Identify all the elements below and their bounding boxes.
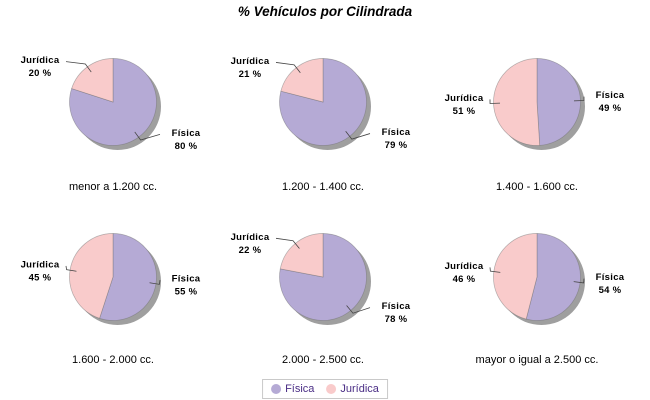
pie-caption-4: 1.600 - 2.000 cc. xyxy=(72,354,154,366)
slice-juridica-label: Jurídica 21 % xyxy=(231,56,270,80)
slice-fisica-label: Física 79 % xyxy=(382,127,411,151)
pie-cell-4: Física 55 % Jurídica 45 % xyxy=(5,215,221,355)
slice-juridica-label: Jurídica 20 % xyxy=(21,55,60,79)
label-leader-line xyxy=(489,99,501,104)
label-leader-line xyxy=(345,130,371,140)
slice-fisica-label: Física 78 % xyxy=(382,301,411,325)
label-leader-line xyxy=(65,265,77,272)
pie-cell-2: Física 79 % Jurídica 21 % xyxy=(215,40,431,180)
pie-chart-1: Física 80 % Jurídica 20 % xyxy=(21,55,201,152)
slice-juridica-label: Jurídica 46 % xyxy=(445,261,484,285)
pie-chart-3: Física 49 % Jurídica 51 % xyxy=(445,58,625,150)
label-leader-line xyxy=(275,62,301,74)
slice-juridica-label: Jurídica 45 % xyxy=(21,259,60,283)
pie-cell-5: Física 78 % Jurídica 22 % xyxy=(215,215,431,355)
pie-caption-6: mayor o igual a 2.500 cc. xyxy=(475,354,599,366)
label-leader-line xyxy=(275,237,300,249)
chart-title: % Vehículos por Cilindrada xyxy=(237,4,413,19)
slice-juridica xyxy=(493,58,541,146)
slice-juridica-label: Jurídica 22 % xyxy=(231,232,270,256)
label-leader-line xyxy=(573,96,585,102)
label-leader-line xyxy=(149,279,161,285)
pie-cell-1: Física 80 % Jurídica 20 % xyxy=(5,40,221,180)
pie-cell-3: Física 49 % Jurídica 51 % xyxy=(429,40,645,180)
slice-fisica-label: Física 54 % xyxy=(596,272,625,296)
slice-fisica-label: Física 80 % xyxy=(172,128,201,152)
slice-juridica-label: Jurídica 51 % xyxy=(445,93,484,117)
pie-chart-2: Física 79 % Jurídica 21 % xyxy=(231,56,411,151)
pie-chart-5: Física 78 % Jurídica 22 % xyxy=(231,232,411,325)
legend-label-fisica: Física xyxy=(285,383,315,395)
legend-label-juridica: Jurídica xyxy=(340,383,379,395)
pie-caption-3: 1.400 - 1.600 cc. xyxy=(496,181,578,193)
pie-chart-4: Física 55 % Jurídica 45 % xyxy=(21,233,201,325)
pie-caption-2: 1.200 - 1.400 cc. xyxy=(282,181,364,193)
fisica-swatch-icon xyxy=(271,384,282,394)
label-leader-line xyxy=(489,267,501,273)
pie-caption-5: 2.000 - 2.500 cc. xyxy=(282,354,364,366)
slice-fisica-label: Física 49 % xyxy=(596,90,625,114)
label-leader-line xyxy=(65,61,92,73)
legend: Física Jurídica xyxy=(262,379,388,399)
slice-fisica-label: Física 55 % xyxy=(172,274,201,298)
juridica-swatch-icon xyxy=(326,384,337,394)
legend-item-fisica: Física xyxy=(271,383,314,395)
pie-chart-6: Física 54 % Jurídica 46 % xyxy=(445,233,625,325)
pie-caption-1: menor a 1.200 cc. xyxy=(68,181,158,193)
label-leader-line xyxy=(346,305,371,314)
label-leader-line xyxy=(134,131,161,141)
pie-cell-6: Física 54 % Jurídica 46 % xyxy=(429,215,645,355)
label-leader-line xyxy=(573,278,585,284)
legend-item-juridica: Jurídica xyxy=(326,383,379,395)
